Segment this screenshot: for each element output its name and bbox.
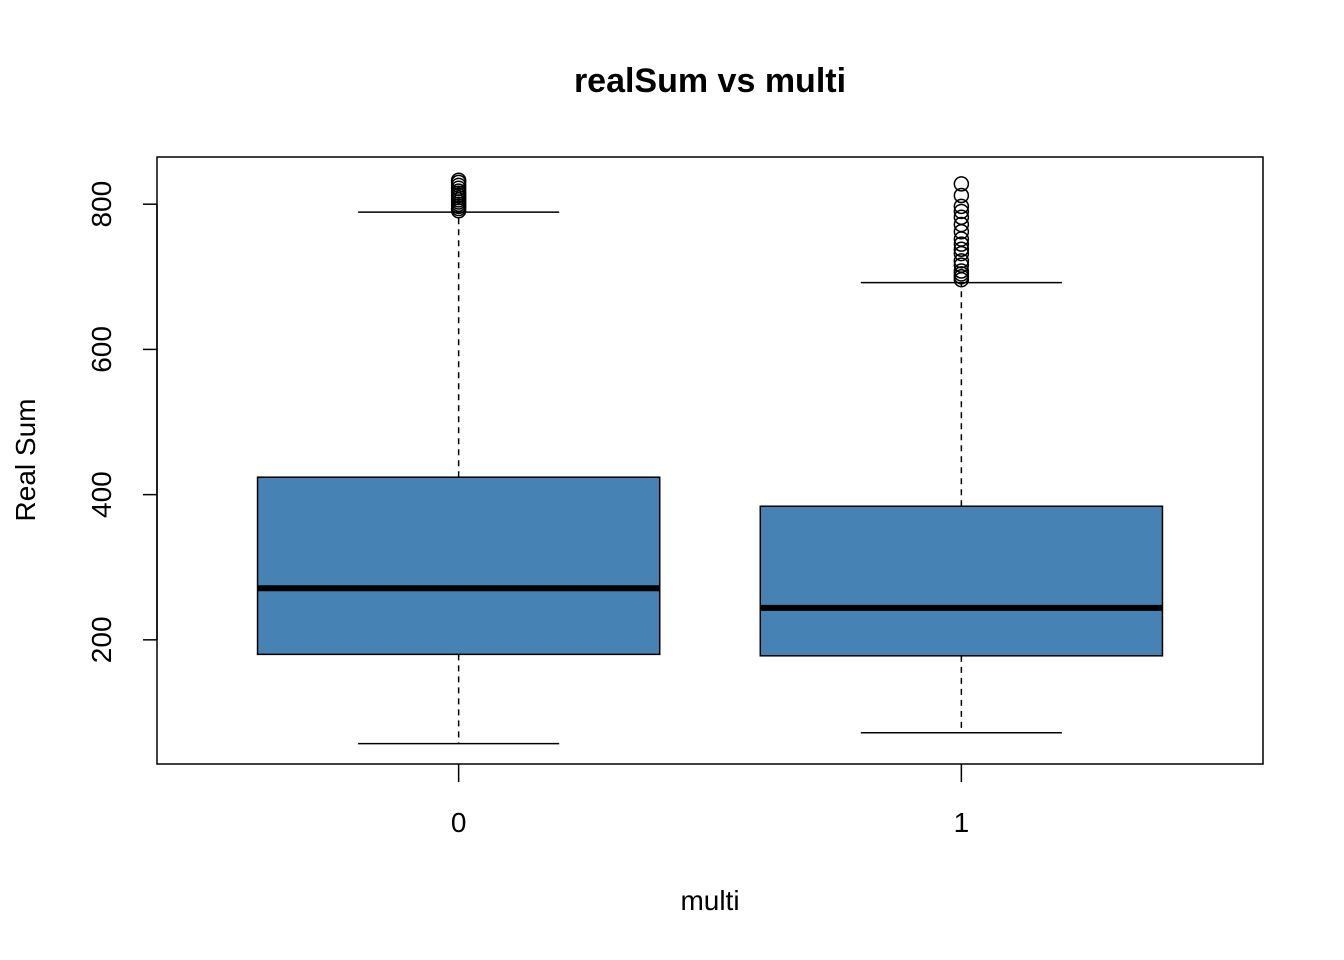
outlier-point-1-15: [953, 187, 970, 204]
outlier-point-1-7: [953, 241, 970, 257]
y-tick-label-600: 600: [86, 326, 117, 373]
y-tick-label-200: 200: [86, 616, 117, 663]
y-tick-label-800: 800: [86, 181, 117, 228]
box-group-1: [759, 176, 1164, 734]
boxes-group: [256, 172, 1164, 745]
x-axis-label: multi: [680, 885, 739, 916]
x-tick-label-0: 0: [451, 807, 467, 838]
x-tick-label-1: 1: [954, 807, 970, 838]
outlier-point-1-11: [953, 216, 970, 233]
plot-frame: [156, 156, 1264, 765]
outlier-point-1-13: [953, 203, 970, 220]
box-group-0: [256, 172, 661, 745]
box-1: [759, 505, 1164, 657]
y-axis-label: Real Sum: [10, 399, 41, 522]
outlier-point-1-5: [953, 253, 970, 269]
y-axis: 200 400 600 800: [86, 181, 158, 663]
outlier-point-1-12: [953, 209, 970, 226]
outlier-point-0-13: [450, 172, 467, 188]
y-tick-label-400: 400: [86, 471, 117, 518]
outlier-point-1-3: [953, 263, 970, 279]
box-0: [256, 476, 661, 656]
outlier-point-1-4: [953, 257, 970, 273]
outlier-point-1-14: [953, 198, 970, 215]
chart-title: realSum vs multi: [574, 62, 846, 100]
outlier-point-1-8: [953, 236, 970, 252]
outlier-point-1-16: [953, 176, 970, 192]
